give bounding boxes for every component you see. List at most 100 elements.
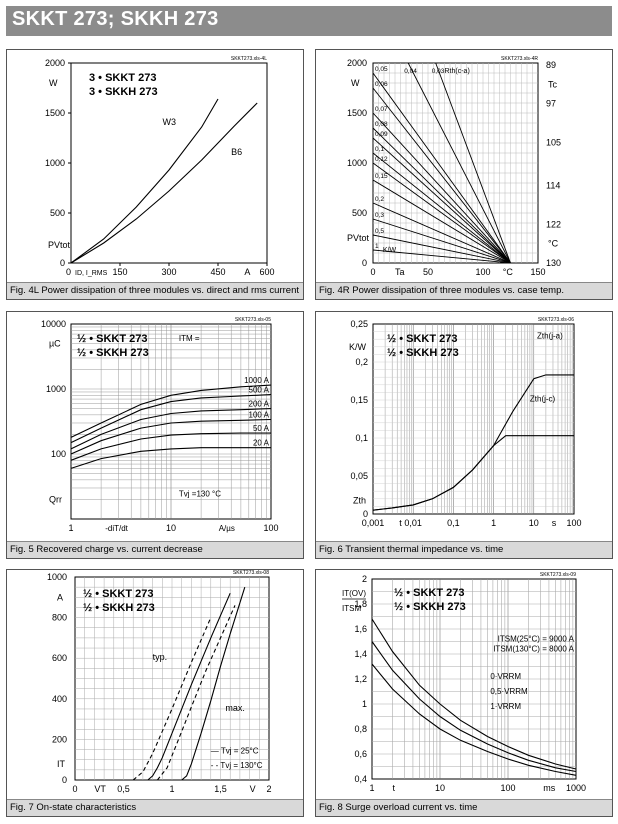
x-tick-label: 10	[529, 518, 539, 528]
y-tick-label: 500	[352, 208, 367, 218]
rth-line	[372, 202, 511, 264]
x-tick-label: 0,01	[404, 518, 422, 528]
series-label: 500 A	[249, 386, 270, 395]
series-label: 20 A	[253, 439, 270, 448]
y-tick-label: 1	[362, 699, 367, 709]
y-tick-label: 1000	[347, 158, 367, 168]
rth-line	[372, 218, 511, 264]
tc-unit: °C	[548, 239, 559, 249]
rth-label: 0,5	[375, 228, 384, 235]
legend-entry: ½ • SKKT 273	[77, 333, 148, 345]
x-unit: A	[244, 267, 250, 277]
file-tag: SKKT273.xls-06	[538, 317, 574, 323]
x-tick-label: 0	[66, 267, 71, 277]
tc-label: Tc	[548, 79, 558, 89]
panel-fig8: SKKT273.xls-09 0,4 0,6 0,8 1 1,2 1,4 1,6 1,8 2 1 10…	[315, 569, 613, 817]
series-label: Rth(c-a)	[445, 68, 470, 75]
y-tick-label: 10000	[41, 319, 66, 329]
series-line	[70, 384, 272, 438]
y-label: IT(OV)	[342, 589, 366, 598]
x-tick-label: 100	[263, 523, 278, 533]
itsm130-label: ITSM(130°C) = 8000 A	[493, 645, 574, 654]
rth-line	[372, 234, 511, 264]
rth-line	[372, 179, 511, 264]
page-title: SKKT 273; SKKH 273	[12, 8, 219, 30]
x-label: VT	[94, 784, 106, 794]
y-tick-label: 0	[362, 258, 367, 268]
rth-line	[435, 62, 511, 264]
y-tick-label: 1,8	[354, 599, 367, 609]
x-tick-label: 100	[566, 518, 581, 528]
chart-fig7: SKKT273.xls-08 0 200 400 600 800 1000 0 0,5 1 1,5 2…	[47, 570, 272, 794]
file-tag: SKKT273.xls-4L	[231, 56, 267, 62]
x-tick-label: 0,1	[447, 518, 460, 528]
x-unit: s	[552, 518, 557, 528]
file-tag: SKKT273.xls-08	[233, 570, 269, 576]
x-tick-label: 100	[475, 267, 490, 277]
x-tick-label: 600	[259, 267, 274, 277]
rth-label: 0,05	[375, 66, 388, 73]
x-tick-label: 1000	[566, 783, 586, 793]
legend-entry: 3 • SKKT 273	[89, 72, 156, 84]
series-label: 100 A	[249, 410, 270, 419]
x-tick-label: 1,5	[214, 784, 227, 794]
title-bar: SKKT 273; SKKH 273	[6, 6, 612, 36]
rth-line	[407, 62, 511, 264]
legend-entry: ½ • SKKH 273	[77, 347, 149, 359]
y-tick-label: 2000	[347, 58, 367, 68]
tc-tick-label: 130	[546, 258, 561, 268]
y-tick-label: 0,4	[354, 774, 367, 784]
series-line	[70, 447, 271, 469]
x-unit: A/µs	[219, 524, 235, 533]
x-tick-label: 0,5	[117, 784, 130, 794]
panel-fig4R: SKKT273.xls-4R 0 500 1000 1500 2000 0 50 100 150 T…	[315, 49, 613, 300]
x-label: Ta	[395, 267, 405, 277]
x-tick-label: 1	[491, 518, 496, 528]
x-tick-label: 100	[500, 783, 515, 793]
x-unit: ms	[543, 783, 555, 793]
y-label: PVtot	[48, 240, 71, 250]
itsm25-label: ITSM(25°C) = 9000 A	[498, 635, 575, 644]
x-tick-label: 0,001	[362, 518, 385, 528]
rth-line	[372, 249, 511, 264]
series-label: Zth(j-c)	[530, 395, 556, 404]
file-tag: SKKT273.xls-4R	[501, 56, 538, 62]
y-label: Qrr	[49, 494, 62, 504]
rth-label: 0,03	[432, 68, 445, 75]
chart-fig4R: SKKT273.xls-4R 0 500 1000 1500 2000 0 50 100 150 T…	[347, 56, 561, 277]
y-tick-label: 0	[60, 258, 65, 268]
rth-label: 0,09	[375, 131, 388, 138]
caption-fig6: Fig. 6 Transient thermal impedance vs. t…	[316, 541, 612, 558]
x-tick-label: 10	[435, 783, 445, 793]
y-tick-label: 2000	[45, 58, 65, 68]
y-tick-label: 1500	[347, 108, 367, 118]
panel-fig4L: SKKT273.xls-4L 0 500 1000 1500 2000 150 300 450 6…	[6, 49, 304, 300]
legend-entry: 3 • SKKH 273	[89, 86, 158, 98]
tvj-label: Tvj =130 °C	[179, 490, 221, 499]
y-tick-label: 0	[62, 775, 67, 785]
series-line	[371, 641, 577, 773]
series-label: 1·VRRM	[490, 702, 521, 711]
rth-label: 0,2	[375, 196, 384, 203]
y-tick-label: 0,2	[355, 357, 368, 367]
caption-fig7: Fig. 7 On-state characteristics	[7, 799, 303, 816]
legend-entry: ½ • SKKH 273	[394, 601, 466, 613]
chart-fig6: SKKT273.xls-06 0 0,05 0,1 0,15 0,2 0,25 0,001 0,…	[349, 317, 582, 528]
x-tick-label: 1	[369, 783, 374, 793]
rth-line	[372, 137, 511, 264]
tvj-25-label: — Tvj = 25°C	[211, 747, 259, 756]
caption-fig5: Fig. 5 Recovered charge vs. current decr…	[7, 541, 303, 558]
rth-line	[372, 162, 511, 264]
x-tick-label: 1	[68, 523, 73, 533]
y-tick-label: 1,6	[354, 624, 367, 634]
caption-fig4R: Fig. 4R Power dissipation of three modul…	[316, 282, 612, 299]
panel-fig6: SKKT273.xls-06 0 0,05 0,1 0,15 0,2 0,25 0,001 0,…	[315, 311, 613, 559]
y-tick-label: 0,6	[354, 749, 367, 759]
plot-frame	[372, 323, 575, 515]
legend-entry: ½ • SKKT 273	[83, 588, 154, 600]
rth-line	[372, 112, 511, 264]
y-tick-label: 100	[51, 449, 66, 459]
y-unit: W	[351, 78, 360, 88]
max-label: max.	[225, 703, 245, 713]
chart-fig8: SKKT273.xls-09 0,4 0,6 0,8 1 1,2 1,4 1,6 1,8 2 1 10…	[342, 572, 586, 793]
